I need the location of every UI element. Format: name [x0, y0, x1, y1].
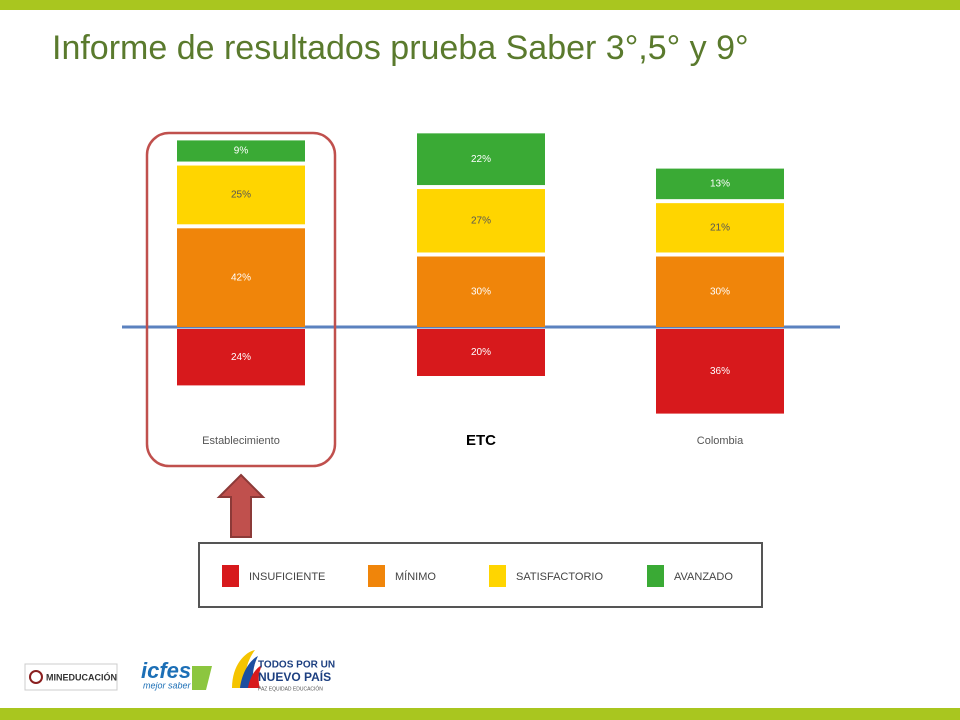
legend: INSUFICIENTE MÍNIMO SATISFACTORIO AVANZADO — [222, 565, 733, 587]
bar-segment — [656, 256, 784, 327]
logo-text: icfes — [141, 658, 191, 683]
bar-segment — [177, 165, 305, 225]
legend-box — [198, 542, 763, 608]
legend-label: SATISFACTORIO — [516, 571, 603, 583]
top-band — [0, 0, 960, 10]
logo-seal — [29, 670, 43, 684]
logo-mark — [192, 666, 212, 690]
logos: MINEDUCACIÓN icfes mejor saber TODOS POR… — [24, 650, 335, 692]
value-label: 20% — [471, 347, 491, 358]
bar-segment — [417, 256, 545, 327]
slide-title: Informe de resultados prueba Saber 3°,5°… — [52, 29, 749, 67]
logo-text: MINEDUCACIÓN — [46, 671, 117, 682]
logo-frame — [24, 663, 118, 691]
logo-text: NUEVO PAÍS — [258, 669, 331, 684]
legend-label: INSUFICIENTE — [249, 571, 325, 583]
legend-label: AVANZADO — [674, 571, 733, 583]
bar-segment — [177, 140, 305, 162]
value-label: 21% — [710, 222, 730, 233]
logo-mark — [240, 656, 258, 688]
value-label: 24% — [231, 352, 251, 363]
value-label: 22% — [471, 154, 491, 165]
value-label: 36% — [710, 366, 730, 377]
plot: 24% 42% 25% 9% Establecimiento 20% 30% 27% 22% ET… — [177, 133, 784, 449]
value-label: 30% — [471, 286, 491, 297]
category-label: Colombia — [697, 435, 744, 447]
bar-segment — [417, 189, 545, 253]
category-label: Establecimiento — [202, 435, 280, 447]
value-label: 9% — [234, 146, 249, 157]
value-label: 27% — [471, 215, 491, 226]
legend-label: MÍNIMO — [395, 570, 436, 583]
bar-segment — [656, 168, 784, 200]
bar-segment — [417, 133, 545, 186]
logo-text: TODOS POR UN — [258, 660, 335, 671]
bar-segment — [177, 228, 305, 327]
bottom-band — [0, 708, 960, 720]
arrow — [216, 473, 266, 538]
legend-swatch — [647, 565, 664, 587]
value-label: 25% — [231, 190, 251, 201]
logo-mark — [232, 650, 255, 688]
bar-segment — [417, 329, 545, 376]
bar-segment — [177, 329, 305, 386]
category-label: ETC — [466, 432, 496, 449]
logo-mark — [248, 665, 262, 688]
legend-swatch — [489, 565, 506, 587]
value-label: 30% — [710, 286, 730, 297]
bar-segment — [656, 329, 784, 414]
legend-swatch — [222, 565, 239, 587]
highlight-box — [145, 131, 337, 468]
value-label: 13% — [710, 179, 730, 190]
value-label: 42% — [231, 272, 251, 283]
bar-segment — [656, 203, 784, 253]
logo-text: mejor saber — [143, 680, 192, 690]
logo-text: PAZ EQUIDAD EDUCACIÓN — [258, 685, 323, 692]
legend-swatch — [368, 565, 385, 587]
